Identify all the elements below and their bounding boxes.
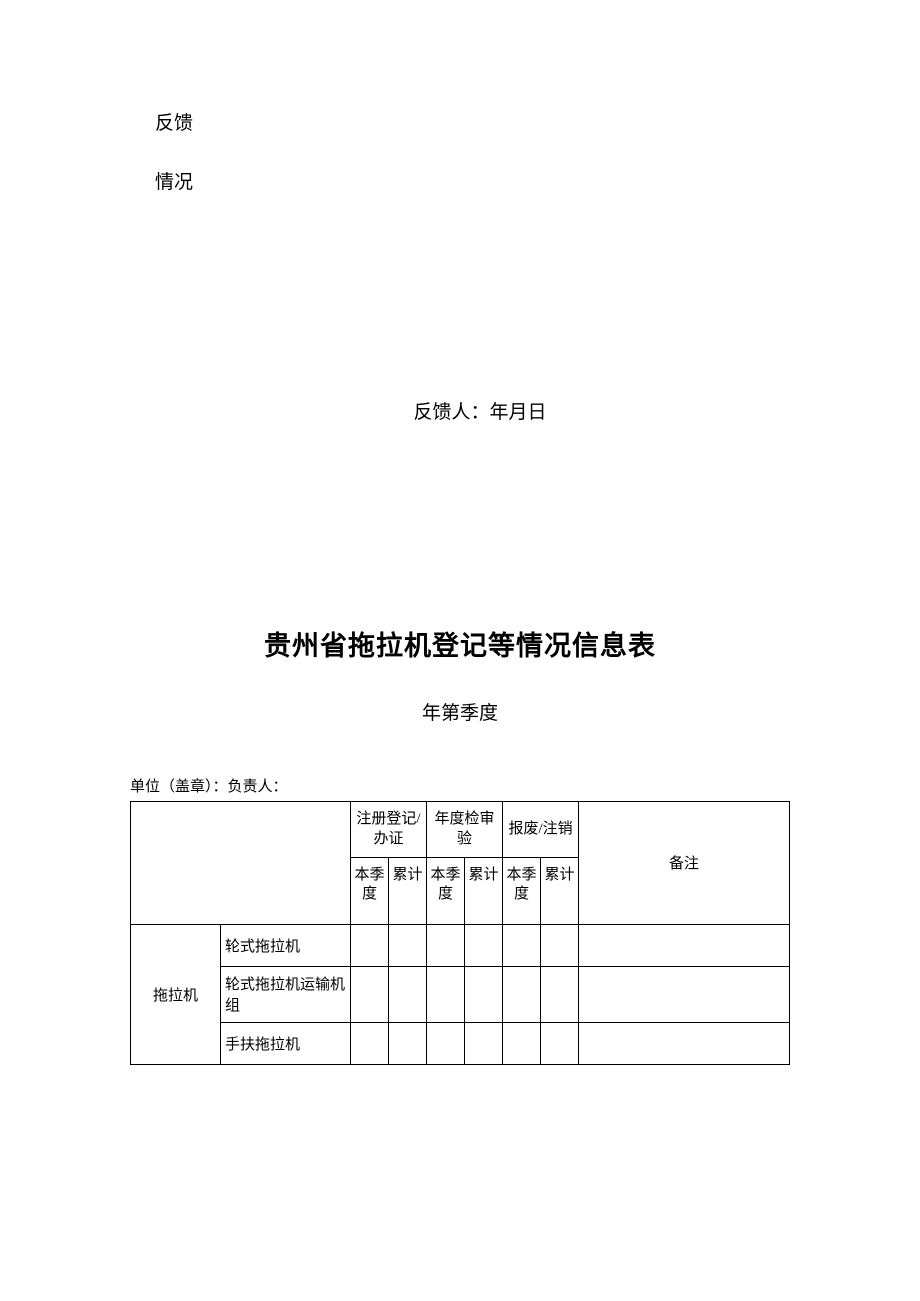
table-row: 拖拉机 轮式拖拉机	[131, 924, 790, 966]
table-body: 拖拉机 轮式拖拉机 轮式拖拉机运输机组 手扶	[131, 924, 790, 1064]
cell	[389, 1022, 427, 1064]
unit-stamp-line: 单位（盖章）：负责人：	[130, 775, 790, 796]
cell	[351, 1022, 389, 1064]
feedback-label-2: 情况	[130, 169, 790, 198]
cell	[465, 924, 503, 966]
table-row: 轮式拖拉机运输机组	[131, 966, 790, 1022]
cell	[541, 1022, 579, 1064]
header-group-scrap: 报废/注销	[503, 802, 579, 858]
table-row: 手扶拖拉机	[131, 1022, 790, 1064]
cell-remark	[579, 924, 790, 966]
feedback-label-1: 反馈	[130, 110, 790, 139]
cell	[503, 1022, 541, 1064]
row-group-label: 拖拉机	[131, 924, 221, 1064]
cell	[503, 924, 541, 966]
header-register-total: 累计	[389, 858, 427, 925]
header-scrap-total: 累计	[541, 858, 579, 925]
cell	[427, 924, 465, 966]
header-remark: 备注	[579, 802, 790, 925]
cell	[351, 966, 389, 1022]
cell	[427, 1022, 465, 1064]
row-label: 轮式拖拉机	[221, 924, 351, 966]
cell	[541, 966, 579, 1022]
document-page: 反馈 情况 反馈人：年月日 贵州省拖拉机登记等情况信息表 年第季度 单位（盖章）…	[0, 0, 920, 1065]
cell	[465, 1022, 503, 1064]
cell	[465, 966, 503, 1022]
cell	[351, 924, 389, 966]
feedback-section: 反馈 情况 反馈人：年月日	[130, 110, 790, 424]
document-title: 贵州省拖拉机登记等情况信息表	[130, 624, 790, 663]
cell	[389, 924, 427, 966]
cell	[503, 966, 541, 1022]
cell-remark	[579, 966, 790, 1022]
header-group-inspect: 年度检审验	[427, 802, 503, 858]
table-header: 注册登记/办证 年度检审验 报废/注销 备注 本季度 累计 本季度 累计 本季度…	[131, 802, 790, 925]
cell	[541, 924, 579, 966]
row-label: 手扶拖拉机	[221, 1022, 351, 1064]
header-inspect-quarter: 本季度	[427, 858, 465, 925]
header-register-quarter: 本季度	[351, 858, 389, 925]
row-label: 轮式拖拉机运输机组	[221, 966, 351, 1022]
registration-table: 注册登记/办证 年度检审验 报废/注销 备注 本季度 累计 本季度 累计 本季度…	[130, 801, 790, 1065]
feedback-signature: 反馈人：年月日	[130, 397, 790, 424]
cell	[427, 966, 465, 1022]
document-subtitle: 年第季度	[130, 698, 790, 725]
header-group-register: 注册登记/办证	[351, 802, 427, 858]
header-inspect-total: 累计	[465, 858, 503, 925]
cell	[389, 966, 427, 1022]
header-blank	[131, 802, 351, 925]
cell-remark	[579, 1022, 790, 1064]
header-scrap-quarter: 本季度	[503, 858, 541, 925]
